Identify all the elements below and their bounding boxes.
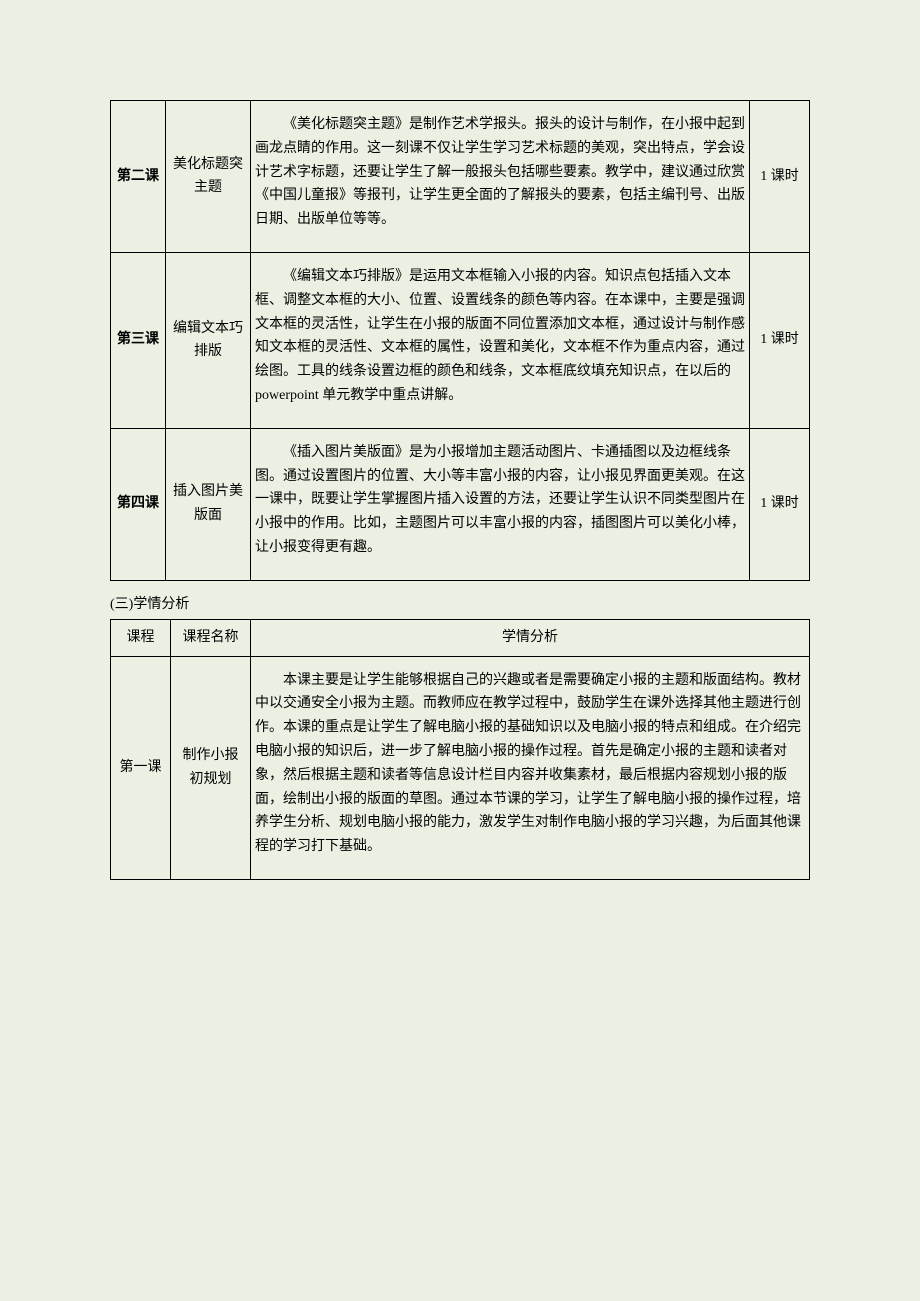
course-time-cell: 1 课时 — [750, 252, 810, 428]
table-row: 第四课 插入图片美版面 《插入图片美版面》是为小报增加主题活动图片、卡通插图以及… — [111, 428, 810, 580]
desc-text: 《插入图片美版面》是为小报增加主题活动图片、卡通插图以及边框线条图。通过设置图片… — [255, 441, 745, 560]
header-name: 课程名称 — [171, 619, 251, 656]
desc-text: 《美化标题突主题》是制作艺术学报头。报头的设计与制作，在小报中起到画龙点睛的作用… — [255, 113, 745, 232]
course-time-cell: 1 课时 — [750, 428, 810, 580]
course-desc-cell: 《插入图片美版面》是为小报增加主题活动图片、卡通插图以及边框线条图。通过设置图片… — [251, 428, 750, 580]
table-header-row: 课程 课程名称 学情分析 — [111, 619, 810, 656]
course-number-cell: 第一课 — [111, 656, 171, 879]
section-heading: (三)学情分析 — [110, 593, 810, 613]
header-analysis: 学情分析 — [251, 619, 810, 656]
course-name-cell: 编辑文本巧排版 — [166, 252, 251, 428]
course-name-cell: 美化标题突主题 — [166, 101, 251, 253]
learning-analysis-table: 课程 课程名称 学情分析 第一课 制作小报初规划 本课主要是让学生能够根据自己的… — [110, 619, 810, 880]
course-number-cell: 第四课 — [111, 428, 166, 580]
desc-text: 《编辑文本巧排版》是运用文本框输入小报的内容。知识点包括插入文本框、调整文本框的… — [255, 265, 745, 408]
table-row: 第二课 美化标题突主题 《美化标题突主题》是制作艺术学报头。报头的设计与制作，在… — [111, 101, 810, 253]
course-number-cell: 第二课 — [111, 101, 166, 253]
course-name-cell: 插入图片美版面 — [166, 428, 251, 580]
desc-text: 本课主要是让学生能够根据自己的兴趣或者是需要确定小报的主题和版面结构。教材中以交… — [255, 669, 805, 859]
course-time-cell: 1 课时 — [750, 101, 810, 253]
course-number-cell: 第三课 — [111, 252, 166, 428]
course-desc-cell: 《美化标题突主题》是制作艺术学报头。报头的设计与制作，在小报中起到画龙点睛的作用… — [251, 101, 750, 253]
course-desc-cell: 《编辑文本巧排版》是运用文本框输入小报的内容。知识点包括插入文本框、调整文本框的… — [251, 252, 750, 428]
course-name-cell: 制作小报初规划 — [171, 656, 251, 879]
table-row: 第三课 编辑文本巧排版 《编辑文本巧排版》是运用文本框输入小报的内容。知识点包括… — [111, 252, 810, 428]
table-row: 第一课 制作小报初规划 本课主要是让学生能够根据自己的兴趣或者是需要确定小报的主… — [111, 656, 810, 879]
course-desc-cell: 本课主要是让学生能够根据自己的兴趣或者是需要确定小报的主题和版面结构。教材中以交… — [251, 656, 810, 879]
header-course: 课程 — [111, 619, 171, 656]
course-content-table: 第二课 美化标题突主题 《美化标题突主题》是制作艺术学报头。报头的设计与制作，在… — [110, 100, 810, 581]
